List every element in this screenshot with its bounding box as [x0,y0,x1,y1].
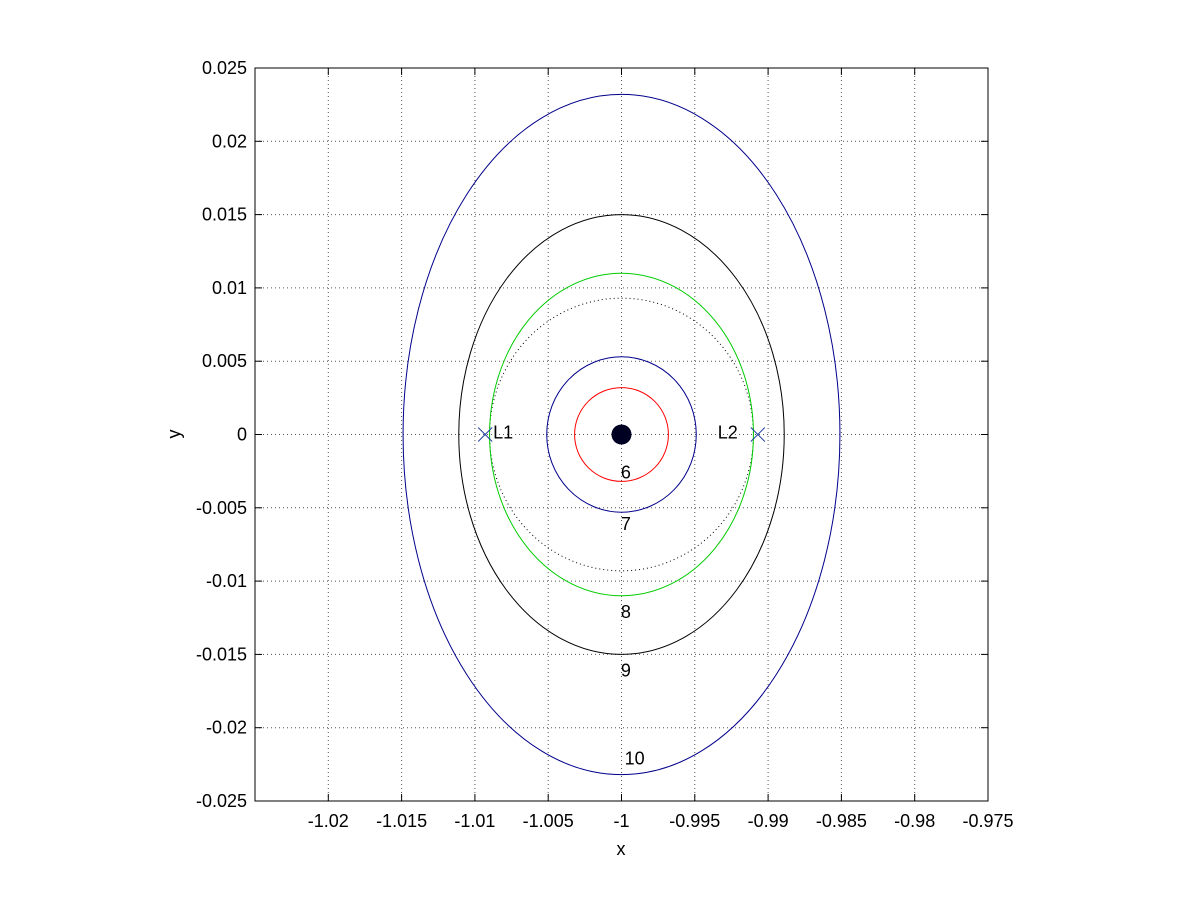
y-tick-label: -0.01 [206,571,247,591]
x-tick-label: -0.98 [894,811,935,831]
y-axis-label: y [164,430,184,439]
contour-label-7: 7 [621,514,631,534]
point-marker-L1 [477,427,493,442]
contour-curve-9 [458,214,785,655]
point-label-L2: L2 [718,423,738,443]
y-tick-label: -0.005 [196,498,247,518]
y-tick-label: 0.015 [202,205,247,225]
contour-label-9: 9 [621,661,631,681]
x-tick-label: -1.01 [454,811,495,831]
contour-label-6: 6 [621,463,631,483]
point-marker-stroke [750,427,766,442]
point-marker-stroke [477,427,493,442]
x-tick-label: -0.99 [748,811,789,831]
y-tick-label: 0.02 [212,131,247,151]
x-tick-label: -0.975 [962,811,1013,831]
x-tick-label: -1.02 [308,811,349,831]
y-tick-label: -0.025 [196,791,247,811]
y-tick-label: 0.025 [202,58,247,78]
contour-curve-10 [402,93,841,776]
y-tick-label: -0.02 [206,718,247,738]
contour-curve-7 [546,356,697,513]
contour-label-8: 8 [621,602,631,622]
point-marker-L2 [750,427,766,442]
contour-curve-8 [489,272,754,597]
point-label-L1: L1 [493,423,513,443]
x-tick-label: -0.995 [669,811,720,831]
y-tick-label: 0.005 [202,351,247,371]
x-tick-label: -0.985 [816,811,867,831]
contour-curve-6 [574,387,669,482]
contour-curves [402,93,841,776]
primary-body-marker [611,424,632,445]
x-tick-label: -1.015 [376,811,427,831]
y-tick-label: 0 [237,425,247,445]
markers [477,424,766,445]
text-labels: -1.02 -1.015 -1.01 -1.005 -1 -0.995 -0.99 -0.98… [196,58,1014,831]
contour-label-10: 10 [625,748,645,768]
x-axis-label: x [617,839,626,859]
x-tick-label: -1.005 [523,811,574,831]
y-tick-label: -0.015 [196,644,247,664]
axis-ticks [255,67,989,802]
y-tick-label: 0.01 [212,278,247,298]
x-tick-label: -1 [613,811,629,831]
